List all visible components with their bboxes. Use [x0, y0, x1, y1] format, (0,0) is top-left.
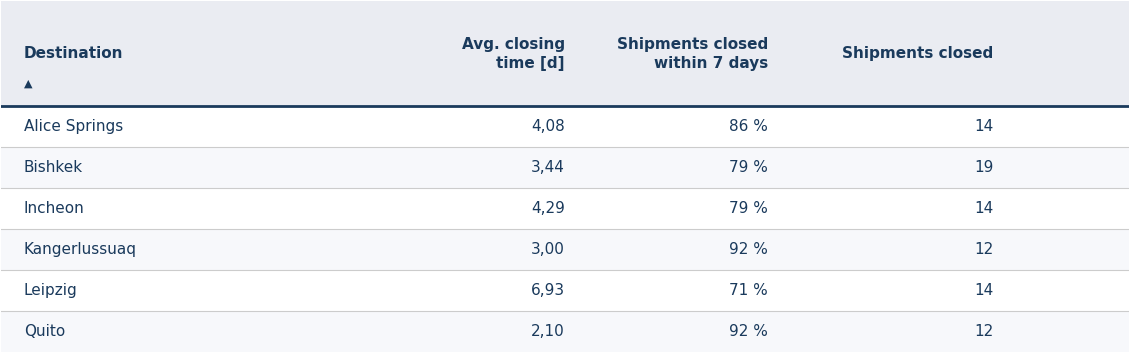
Text: Quito: Quito: [24, 324, 66, 339]
Text: Alice Springs: Alice Springs: [24, 119, 123, 134]
Text: 19: 19: [974, 160, 993, 175]
Text: 3,00: 3,00: [531, 242, 565, 257]
Text: 4,29: 4,29: [531, 201, 565, 216]
Text: Avg. closing
time [d]: Avg. closing time [d]: [462, 36, 565, 71]
Text: 4,08: 4,08: [531, 119, 565, 134]
Text: 12: 12: [974, 324, 993, 339]
Bar: [1, 1, 1129, 107]
Text: 86 %: 86 %: [729, 119, 768, 134]
Bar: [1, 311, 1129, 352]
Text: 14: 14: [974, 283, 993, 298]
Text: Kangerlussuaq: Kangerlussuaq: [24, 242, 137, 257]
Text: 92 %: 92 %: [729, 242, 768, 257]
Text: 14: 14: [974, 119, 993, 134]
Text: 92 %: 92 %: [729, 324, 768, 339]
Bar: [1, 147, 1129, 188]
Text: Shipments closed
within 7 days: Shipments closed within 7 days: [617, 36, 768, 71]
Bar: [1, 229, 1129, 270]
Text: 14: 14: [974, 201, 993, 216]
Text: ▲: ▲: [24, 79, 33, 89]
Text: Destination: Destination: [24, 47, 123, 61]
Bar: [1, 270, 1129, 311]
Text: Leipzig: Leipzig: [24, 283, 78, 298]
Bar: [1, 188, 1129, 229]
Text: 6,93: 6,93: [531, 283, 565, 298]
Text: Shipments closed: Shipments closed: [842, 47, 993, 61]
Text: Incheon: Incheon: [24, 201, 85, 216]
Text: 2,10: 2,10: [531, 324, 565, 339]
Text: 3,44: 3,44: [531, 160, 565, 175]
Text: 12: 12: [974, 242, 993, 257]
Text: Bishkek: Bishkek: [24, 160, 84, 175]
Text: 79 %: 79 %: [729, 201, 768, 216]
Text: 79 %: 79 %: [729, 160, 768, 175]
Text: 71 %: 71 %: [729, 283, 768, 298]
Bar: [1, 107, 1129, 147]
